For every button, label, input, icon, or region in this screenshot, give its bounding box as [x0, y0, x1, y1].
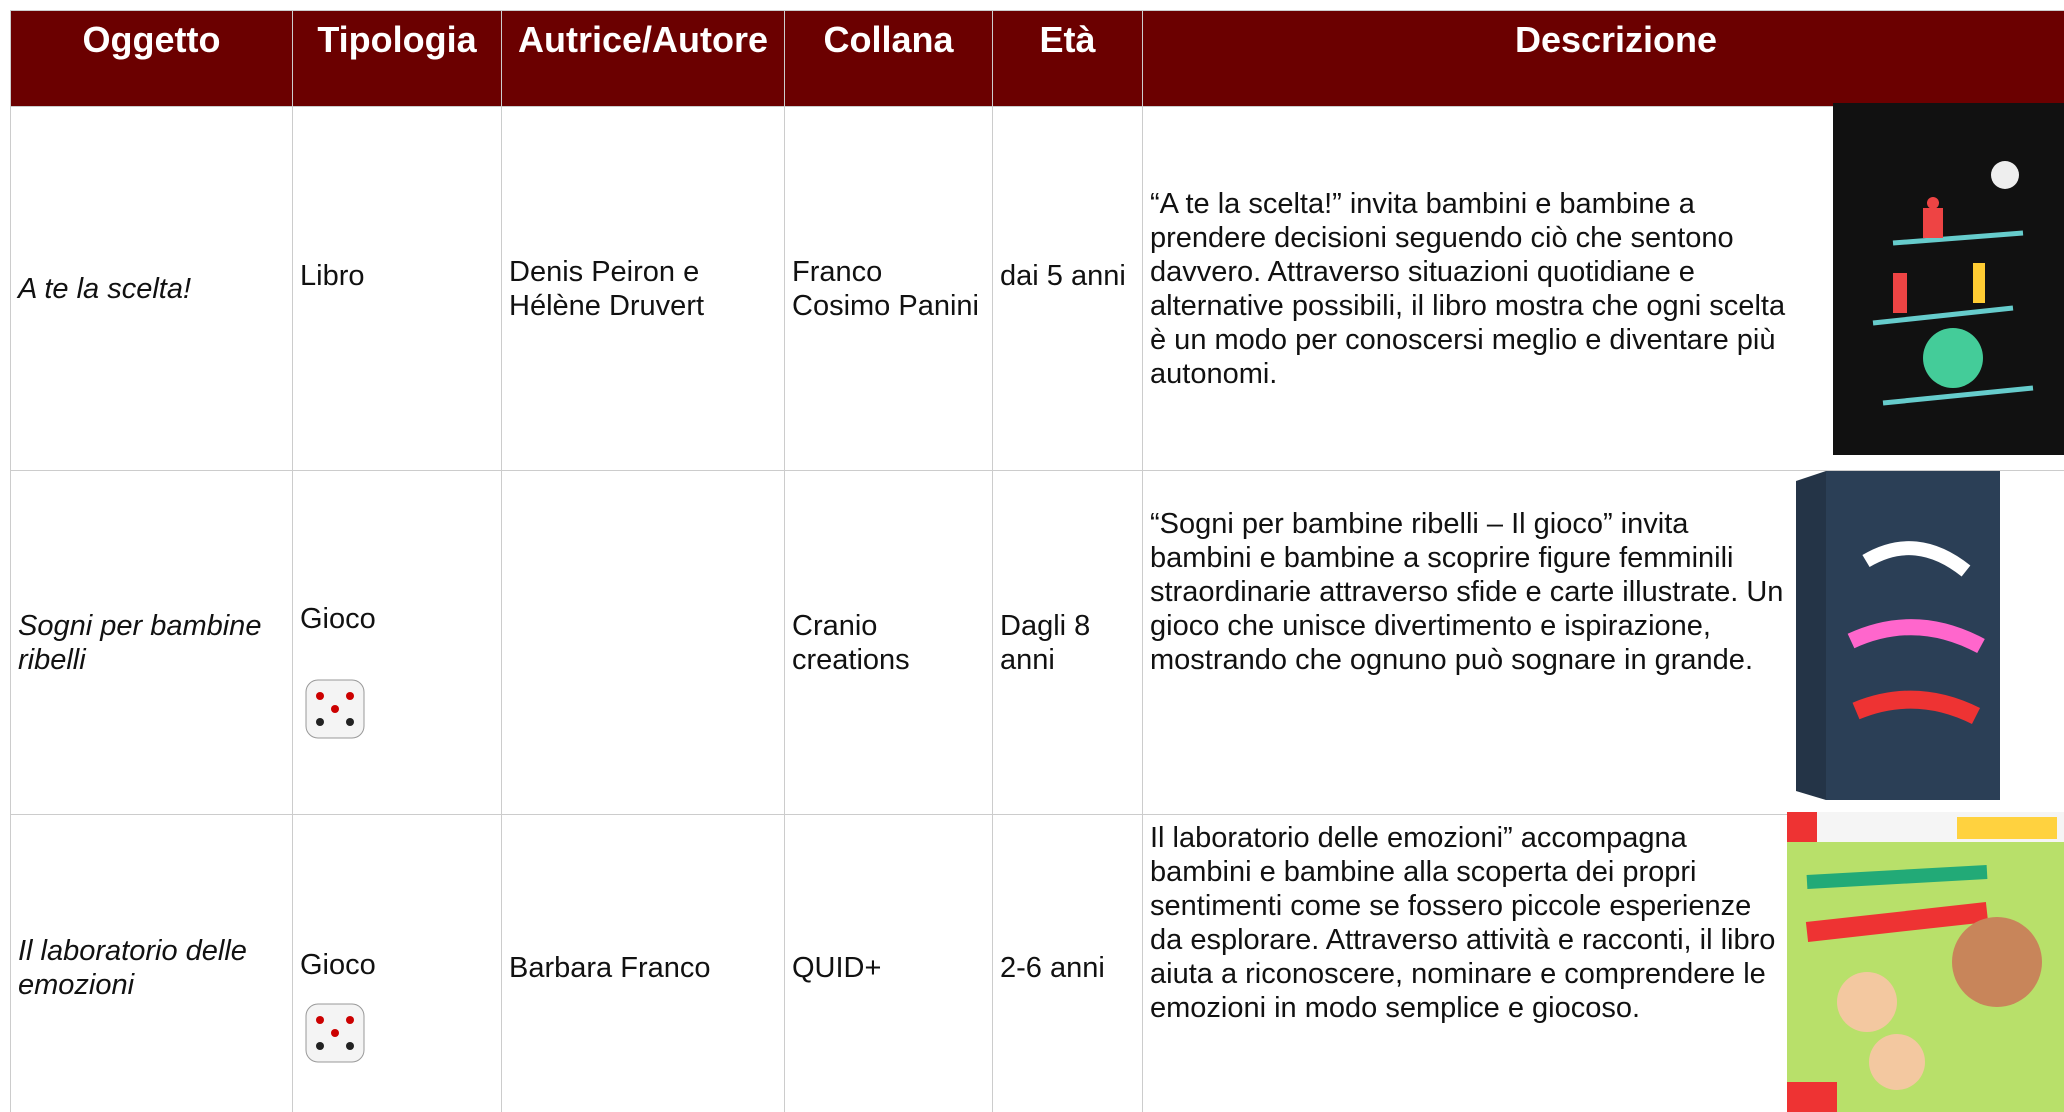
game-box: [1796, 471, 2000, 800]
book-cover: [1833, 103, 2064, 455]
header-cell: Tipologia: [292, 10, 502, 107]
cell: dai 5 anni: [992, 106, 1143, 471]
type-text: Gioco: [300, 949, 376, 981]
cell: [501, 470, 785, 815]
cell: Gioco: [292, 470, 502, 815]
row: Sogni per bambine ribelli Gioco Cranio c…: [10, 470, 2064, 815]
table: Oggetto Tipologia Autrice/Autore Collana…: [10, 10, 2064, 1112]
description: Il laboratorio delle emozioni” accompagn…: [1150, 822, 1776, 1024]
header-cell: Collana: [784, 10, 993, 107]
header-cell: Oggetto: [10, 10, 293, 107]
cell: Denis Peiron e Hélène Druvert: [501, 106, 785, 471]
cell: QUID+: [784, 814, 993, 1112]
header-cell: Autrice/Autore: [501, 10, 785, 107]
cell: Libro: [292, 106, 502, 471]
row: Il laboratorio delle emozioni Gioco Barb…: [10, 814, 2064, 1112]
cell: Gioco: [292, 814, 502, 1112]
dice-icon: [305, 1003, 365, 1063]
cell: Franco Cosimo Panini: [784, 106, 993, 471]
cell: Dagli 8 anni: [992, 470, 1143, 815]
dice-icon: [305, 679, 365, 738]
cell: Barbara Franco: [501, 814, 785, 1112]
cell: Il laboratorio delle emozioni: [10, 814, 293, 1112]
type-text: Gioco: [300, 602, 376, 635]
cell: Sogni per bambine ribelli: [10, 470, 293, 815]
description: “A te la scelta!” invita bambini e bambi…: [1150, 187, 1786, 390]
header-cell: Descrizione: [1142, 10, 2064, 107]
cell: 2-6 anni: [992, 814, 1143, 1112]
game-cover: [1787, 812, 2064, 1112]
description: “Sogni per bambine ribelli – Il gioco” i…: [1150, 508, 1784, 676]
header-cell: Età: [992, 10, 1143, 107]
cell: A te la scelta!: [10, 106, 293, 471]
row: A te la scelta! Libro Denis Peiron e Hél…: [10, 106, 2064, 471]
cell: Cranio creations: [784, 470, 993, 815]
header-row: Oggetto Tipologia Autrice/Autore Collana…: [10, 10, 2064, 107]
